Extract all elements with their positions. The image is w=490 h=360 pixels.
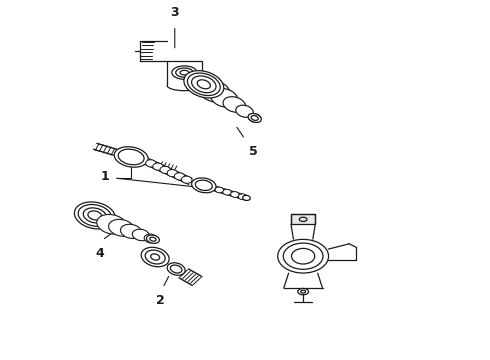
Ellipse shape xyxy=(215,187,223,193)
Ellipse shape xyxy=(114,147,148,167)
Bar xyxy=(291,215,315,224)
Ellipse shape xyxy=(181,176,192,183)
Ellipse shape xyxy=(167,263,185,275)
Ellipse shape xyxy=(298,288,309,295)
Ellipse shape xyxy=(278,239,329,273)
Ellipse shape xyxy=(160,166,171,174)
Ellipse shape xyxy=(109,219,134,236)
Ellipse shape xyxy=(121,224,142,239)
Ellipse shape xyxy=(167,170,178,177)
Text: 3: 3 xyxy=(171,6,179,19)
Text: 2: 2 xyxy=(156,294,165,307)
Ellipse shape xyxy=(176,68,193,77)
Ellipse shape xyxy=(144,234,157,243)
Text: 5: 5 xyxy=(249,145,258,158)
Ellipse shape xyxy=(172,66,197,79)
Ellipse shape xyxy=(210,88,238,107)
Ellipse shape xyxy=(231,192,239,197)
Ellipse shape xyxy=(223,189,231,195)
Ellipse shape xyxy=(243,195,250,201)
Ellipse shape xyxy=(238,194,247,200)
Ellipse shape xyxy=(197,80,230,102)
Ellipse shape xyxy=(132,229,149,241)
Ellipse shape xyxy=(223,97,245,112)
Ellipse shape xyxy=(174,173,185,180)
Text: 4: 4 xyxy=(95,247,104,260)
Ellipse shape xyxy=(192,178,216,193)
Ellipse shape xyxy=(248,114,261,122)
Ellipse shape xyxy=(236,105,253,117)
Ellipse shape xyxy=(74,202,115,229)
Ellipse shape xyxy=(97,215,127,234)
Ellipse shape xyxy=(153,163,163,170)
Ellipse shape xyxy=(141,247,169,267)
Ellipse shape xyxy=(147,235,159,243)
Ellipse shape xyxy=(146,160,156,167)
Ellipse shape xyxy=(248,113,261,122)
Ellipse shape xyxy=(180,70,189,75)
Ellipse shape xyxy=(184,71,224,98)
Text: 1: 1 xyxy=(100,170,109,183)
